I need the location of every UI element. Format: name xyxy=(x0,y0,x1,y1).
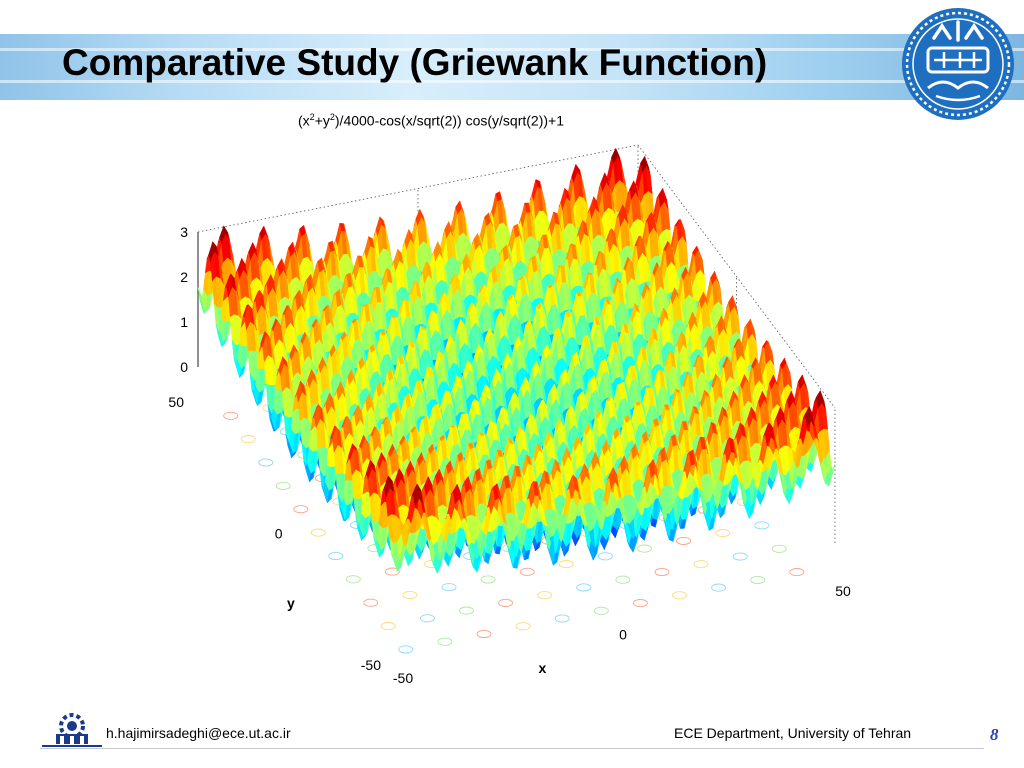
contour-ring xyxy=(441,583,457,592)
contour-ring xyxy=(363,598,379,607)
contour-ring xyxy=(615,575,631,584)
contour-ring xyxy=(676,536,692,545)
contour-ring xyxy=(593,606,609,615)
contour-ring xyxy=(789,568,805,577)
surface-mesh xyxy=(197,147,836,575)
plot-box-lines xyxy=(197,144,836,543)
contour-ring xyxy=(519,567,535,576)
slide-title: Comparative Study (Griewank Function) xyxy=(62,42,768,83)
chart-title-exponent: 2 xyxy=(309,112,315,122)
contour-ring xyxy=(310,528,326,537)
contour-ring xyxy=(693,560,709,569)
contour-ring xyxy=(345,575,361,584)
title-band xyxy=(0,34,1024,100)
chart-title-part: +y xyxy=(314,112,330,129)
contour-ring xyxy=(293,505,309,514)
contour-ring xyxy=(554,614,570,623)
chart-title: (x2+y2)/4000-cos(x/sqrt(2)) cos(y/sqrt(2… xyxy=(298,112,564,129)
contour-ring xyxy=(732,552,748,561)
university-of-tehran-seal-icon xyxy=(902,8,1014,120)
contour-ring xyxy=(398,645,414,654)
contour-ring xyxy=(380,622,396,631)
contour-ring xyxy=(576,583,592,592)
contour-ring xyxy=(476,629,492,639)
contour-ring xyxy=(654,567,670,577)
contour-ring xyxy=(223,411,239,420)
contour-ring xyxy=(437,637,453,646)
contour-ring xyxy=(419,614,435,623)
contour-ring xyxy=(240,435,256,444)
contour-ring xyxy=(771,544,787,553)
contour-ring xyxy=(402,590,418,600)
contour-ring xyxy=(275,481,291,490)
contour-ring xyxy=(537,591,553,600)
contour-ring xyxy=(632,599,648,608)
contour-ring xyxy=(515,622,531,631)
contour-ring xyxy=(597,552,613,561)
contour-ring xyxy=(459,606,474,615)
chart-title-part: )/4000-cos(x/sqrt(2)) cos(y/sqrt(2))+1 xyxy=(334,112,564,129)
box-edge xyxy=(197,144,639,233)
contour-ring xyxy=(258,458,274,467)
contour-ring xyxy=(637,544,652,553)
contour-ring xyxy=(328,551,344,561)
chart-title-part: (x xyxy=(298,112,310,129)
contour-ring xyxy=(715,529,731,538)
contour-ring xyxy=(498,598,514,607)
contour-ring xyxy=(754,521,770,530)
box-edge xyxy=(637,144,836,409)
contour-ring xyxy=(558,560,574,569)
contour-ring xyxy=(711,583,727,592)
contour-ring xyxy=(672,591,687,600)
chart-title-exponent: 2 xyxy=(329,112,335,122)
contour-ring xyxy=(750,575,766,584)
contour-ring xyxy=(384,567,400,576)
contour-ring xyxy=(480,575,496,584)
